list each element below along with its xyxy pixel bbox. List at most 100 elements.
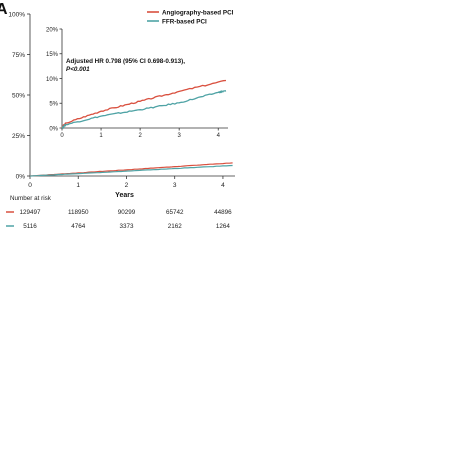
x-tick-label: 3 <box>410 428 414 435</box>
inset-y-tick-label: 5% <box>286 351 295 357</box>
y-tick-label: 25% <box>247 381 260 388</box>
inset-y-tick-label: 0% <box>286 126 295 132</box>
x-tick-label: 2 <box>360 182 364 189</box>
inset-x-tick-label: 0 <box>58 383 62 389</box>
y-tick-label: 25% <box>12 133 25 140</box>
x-tick-label: 0 <box>28 430 32 437</box>
y-tick-label: 75% <box>247 303 260 310</box>
inset-y-tick-label: 15% <box>283 52 296 58</box>
risk-value: 118184 <box>303 209 324 216</box>
p-value-annotation: P<0.001 <box>66 66 90 73</box>
inset-x-tick-label: 2 <box>376 133 380 139</box>
legend-label: FFR-based PCI <box>162 266 207 273</box>
y-tick-label: 0% <box>16 422 26 429</box>
series-line-ffr <box>30 399 233 424</box>
risk-value: 5116 <box>258 223 272 230</box>
x-tick-label: 0 <box>263 182 267 189</box>
y-tick-label: 50% <box>12 341 25 348</box>
inset-y-tick-label: 5% <box>47 351 56 357</box>
inset-y-tick-label: 10% <box>44 326 57 332</box>
series-line-angiography <box>265 172 469 176</box>
x-tick-label: 2 <box>125 430 129 437</box>
inset-x-tick-label: 1 <box>98 383 102 389</box>
inset-x-tick-label: 0 <box>297 133 301 139</box>
inset-series-line-angiography <box>299 115 465 128</box>
inset-y-tick-label: 0% <box>49 126 58 132</box>
risk-value: 38887 <box>214 457 232 464</box>
inset-series-line-angiography <box>61 79 227 129</box>
inset-y-tick-label: 0% <box>286 374 295 380</box>
risk-table-title: Number at risk <box>10 443 52 450</box>
inset-x-tick-label: 2 <box>138 133 142 139</box>
inset-y-tick-label: 20% <box>283 279 296 285</box>
inset-x-tick-label: 4 <box>457 381 461 387</box>
risk-value: 118950 <box>68 209 89 216</box>
inset-series-line-angiography <box>299 326 467 376</box>
p-value-annotation: P=0.922 <box>66 314 90 321</box>
panel-letter: C <box>0 249 8 266</box>
risk-value: 129497 <box>254 209 276 216</box>
inset-x-tick-label: 1 <box>99 133 103 139</box>
x-tick-label: 4 <box>221 430 225 437</box>
legend-label: FFR-based PCI <box>402 268 447 275</box>
x-axis-label: Years <box>115 192 134 199</box>
inset-y-tick-label: 15% <box>44 301 57 307</box>
risk-value: 129497 <box>19 209 41 216</box>
inset-y-tick-label: 0% <box>47 376 56 382</box>
x-tick-label: 0 <box>263 428 267 435</box>
y-tick-label: 100% <box>243 12 260 19</box>
y-tick-label: 50% <box>247 93 260 100</box>
inset-y-tick-label: 5% <box>286 102 295 108</box>
y-tick-label: 0% <box>251 174 261 181</box>
risk-value: 2162 <box>168 223 183 230</box>
y-tick-label: 75% <box>12 52 25 59</box>
panel-a: A 0% 25% 50% 75% 100% 0 1 2 3 4 Years 0% 5% 10% 15% 20% 0… <box>0 1 235 230</box>
inset-x-tick-label: 4 <box>217 133 221 139</box>
x-tick-label: 3 <box>173 430 177 437</box>
hr-annotation: Adjusted HR 0.798 (95% CI 0.698-0.913), <box>66 58 185 65</box>
x-tick-label: 1 <box>312 182 316 189</box>
inset-series-line-ffr <box>299 119 465 128</box>
x-tick-label: 1 <box>76 182 80 189</box>
y-tick-label: 0% <box>251 420 261 427</box>
y-tick-label: 75% <box>247 52 260 59</box>
x-tick-label: 1 <box>312 428 316 435</box>
risk-value: 118184 <box>304 455 325 462</box>
risk-value: 4764 <box>71 223 86 230</box>
risk-value: 5116 <box>258 469 272 474</box>
legend-label: Angiography-based PCI <box>402 9 474 16</box>
risk-value: 1248 <box>454 469 469 474</box>
inset-y-tick-label: 10% <box>46 77 59 83</box>
x-tick-label: 3 <box>409 182 413 189</box>
x-axis-label: Years <box>115 440 134 447</box>
panel-letter: D <box>243 249 255 266</box>
x-tick-label: 3 <box>173 182 177 189</box>
legend-label: FFR-based PCI <box>402 18 447 25</box>
x-tick-label: 1 <box>76 430 80 437</box>
inset-y-tick-label: 10% <box>283 77 296 83</box>
p-value-annotation: P<0.001 <box>308 314 332 321</box>
risk-value: 2140 <box>405 469 420 474</box>
inset-x-tick-label: 3 <box>177 383 181 389</box>
series-line-angiography <box>30 399 233 424</box>
risk-value: 5116 <box>23 223 37 230</box>
risk-value: 89347 <box>353 209 371 216</box>
y-tick-label: 25% <box>247 133 260 140</box>
series-line-ffr <box>29 164 233 177</box>
y-tick-label: 100% <box>8 12 25 19</box>
inset-x-tick-label: 3 <box>416 133 420 139</box>
inset-x-tick-label: 0 <box>297 381 301 387</box>
inset-x-tick-label: 0 <box>60 133 64 139</box>
y-tick-label: 100% <box>243 264 260 271</box>
inset-series-line-ffr <box>299 339 467 376</box>
legend-label: Angiography-based PCI <box>162 9 234 16</box>
y-axis-label: Cumulative event, % <box>242 294 249 354</box>
inset-x-tick-label: 4 <box>455 133 459 139</box>
risk-value: 89347 <box>354 455 372 462</box>
hr-annotation: Adjusted HR 0.996 (95% CI 0.918-1.080), <box>66 306 185 313</box>
risk-value: 129497 <box>254 455 276 462</box>
risk-value: 2140 <box>403 223 418 230</box>
